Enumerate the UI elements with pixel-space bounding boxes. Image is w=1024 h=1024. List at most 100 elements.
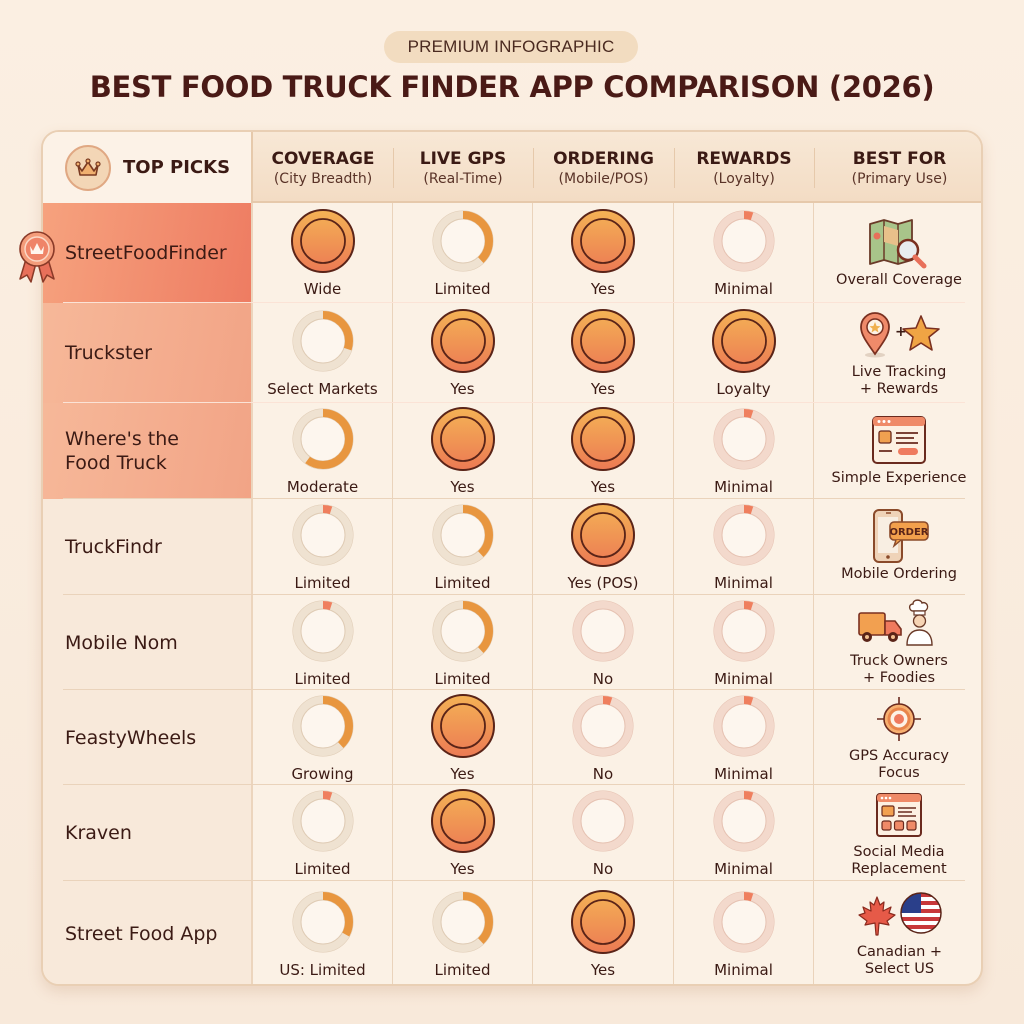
row-divider [63,498,965,499]
app-name: Mobile Nom [65,631,178,654]
partial-support-ring-icon [292,310,353,372]
partial-support-ring-icon [292,408,353,470]
live-gps-value: Limited [434,280,491,298]
best-for-label: GPS Accuracy Focus [849,748,949,781]
minimal-support-ring-icon [292,790,353,852]
row-divider [63,302,965,303]
ordering-cell: Yes [533,403,674,499]
live-gps-cell: Yes [393,690,533,785]
column-subtitle: (Primary Use) [851,170,948,187]
rewards-cell: Minimal [674,595,814,690]
best-for-cell: ORDER Mobile Ordering [814,499,981,595]
rewards-cell: Minimal [674,785,814,881]
table-row: Street Food App US: Limited Limited Yes … [43,881,981,984]
rewards-value: Minimal [714,669,773,688]
column-divider [674,148,675,188]
coverage-cell: US: Limited [253,881,393,984]
rewards-value: Minimal [714,860,773,878]
full-support-coin-icon [571,209,635,273]
minimal-support-ring-icon [292,504,353,566]
live-gps-cell: Limited [393,203,533,303]
table-row: Truckster Select Markets Yes Yes Loyalty… [43,303,981,403]
column-title: REWARDS [696,148,792,169]
minimal-support-ring-icon [713,695,774,756]
live-gps-value: Limited [434,960,491,979]
app-name: Street Food App [65,922,218,945]
coverage-cell: Select Markets [253,303,393,403]
coverage-cell: Growing [253,690,393,785]
full-support-coin-icon [711,309,776,373]
live-gps-cell: Limited [393,499,533,595]
best-for-label: Mobile Ordering [841,566,957,582]
app-name-cell: Kraven [43,785,253,881]
partial-support-ring-icon [432,504,493,566]
column-title: COVERAGE [271,148,375,169]
coverage-cell: Moderate [253,403,393,499]
coverage-cell: Limited [253,595,393,690]
rewards-value: Minimal [714,280,773,298]
column-subtitle: (Real-Time) [423,170,503,187]
rewards-cell: Minimal [674,690,814,785]
row-divider [63,689,965,690]
rewards-cell: Minimal [674,499,814,595]
ordering-value: No [592,669,614,688]
ordering-cell: No [533,595,674,690]
app-name-cell: Truckster [43,303,253,403]
rewards-value: Minimal [714,574,773,592]
column-divider [533,148,534,188]
best-for-label: Live Tracking + Rewards [851,363,947,397]
coverage-cell: Limited [253,499,393,595]
coverage-value: Limited [294,860,351,878]
best-for-label: Overall Coverage [836,272,962,288]
minimal-support-ring-icon [713,408,774,470]
rewards-cell: Minimal [674,881,814,984]
canada-us-flags-icon [855,889,945,941]
ordering-value: Yes [590,280,616,298]
ordering-value: No [592,860,614,878]
coverage-value: Growing [291,764,354,783]
minimal-support-ring-icon [713,210,774,272]
minimal-support-ring-icon [572,790,634,852]
app-name-cell: Street Food App [43,881,253,984]
map-magnifier-icon [864,217,934,269]
column-header-ordering: ORDERING (Mobile/POS) [533,132,674,203]
ordering-value: Yes (POS) [567,574,639,592]
best-for-cell: + Live Tracking + Rewards [814,303,981,403]
live-gps-cell: Yes [393,303,533,403]
column-header-live-gps: LIVE GPS (Real-Time) [393,132,533,203]
app-name: Kraven [65,822,132,844]
coverage-value: Wide [303,280,342,298]
rewards-value: Minimal [714,764,773,783]
live-gps-cell: Limited [393,881,533,984]
app-name: Truckster [65,342,152,364]
ordering-cell: No [533,785,674,881]
column-title: LIVE GPS [419,148,507,169]
row-divider [63,880,965,881]
crown-icon [65,144,111,191]
best-for-cell: Canadian + Select US [814,881,981,984]
live-gps-cell: Limited [393,595,533,690]
full-support-coin-icon [571,407,635,471]
browser-window-icon [870,415,928,467]
row-divider [63,594,965,595]
table-row: Where's the Food Truck Moderate Yes Yes … [43,403,981,499]
truck-chef-icon [855,598,943,650]
social-feed-icon [874,789,924,841]
column-subtitle: (City Breadth) [273,170,373,187]
app-name-cell: Where's the Food Truck [43,403,253,499]
top-picks-label: TOP PICKS [123,157,231,178]
minimal-support-ring-icon [292,600,353,661]
partial-support-ring-icon [432,891,493,952]
full-support-coin-icon [430,309,495,373]
best-for-label: Social Media Replacement [851,843,947,877]
app-name-cell: FeastyWheels [43,690,253,785]
partial-support-ring-icon [292,891,353,952]
full-support-coin-icon [571,503,635,567]
live-gps-value: Limited [434,574,491,592]
minimal-support-ring-icon [713,790,774,852]
ordering-value: Yes [590,478,616,496]
app-name: TruckFindr [65,536,162,558]
table-row: Mobile Nom Limited Limited No Minimal Tr… [43,595,981,690]
top-picks-header: TOP PICKS [43,132,253,203]
rewards-cell: Minimal [674,403,814,499]
